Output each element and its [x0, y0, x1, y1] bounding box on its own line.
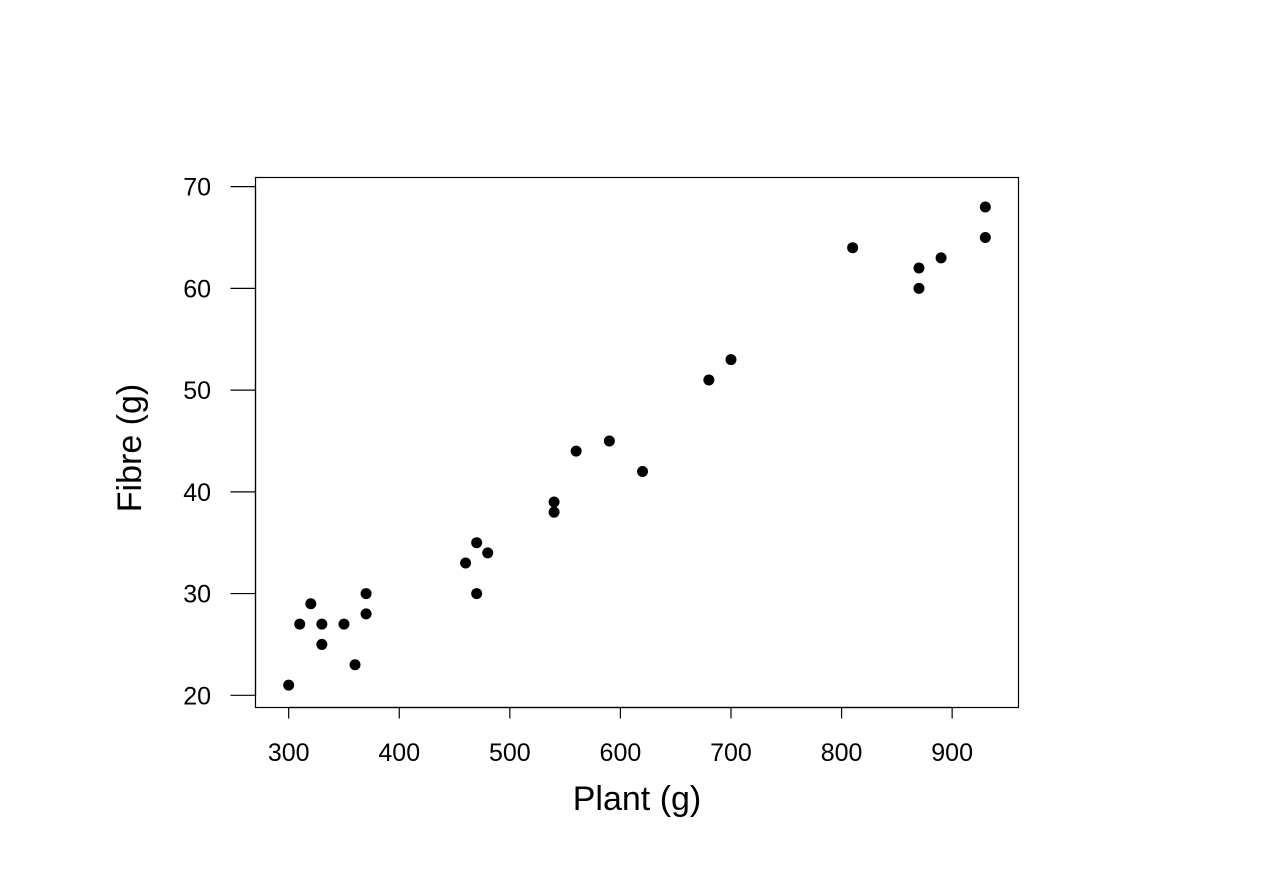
x-axis-title: Plant (g) — [573, 780, 702, 818]
y-axis-title: Fibre (g) — [111, 384, 149, 512]
x-tick-label: 900 — [931, 739, 973, 767]
data-points — [283, 201, 991, 691]
y-tick-label: 70 — [183, 174, 211, 202]
x-axis: 300 400 500 600 700 800 900 — [268, 706, 973, 767]
y-tick-label: 50 — [183, 377, 211, 405]
data-point — [847, 242, 859, 254]
data-point — [338, 618, 350, 630]
data-point — [703, 374, 715, 386]
y-axis: 20 30 40 50 60 70 — [183, 174, 257, 710]
y-tick-label: 20 — [183, 682, 211, 710]
data-point — [360, 608, 372, 620]
data-point — [460, 557, 472, 569]
data-point — [305, 598, 317, 610]
x-tick-label: 500 — [489, 739, 531, 767]
x-tick-label: 800 — [821, 739, 863, 767]
data-point — [913, 282, 925, 294]
data-point — [360, 588, 372, 600]
data-point — [548, 506, 560, 518]
data-point — [471, 537, 483, 549]
x-tick-label: 400 — [378, 739, 420, 767]
data-point — [548, 496, 560, 508]
x-tick-label: 600 — [600, 739, 642, 767]
data-point — [637, 465, 649, 477]
data-point — [316, 638, 328, 650]
data-point — [913, 262, 925, 274]
data-point — [603, 435, 615, 447]
plot-frame — [254, 176, 1020, 709]
y-tick-label: 60 — [183, 275, 211, 303]
data-point — [570, 445, 582, 457]
data-point — [979, 232, 991, 244]
y-tick-label: 30 — [183, 581, 211, 609]
data-point — [471, 588, 483, 600]
data-point — [482, 547, 494, 559]
x-tick-label: 300 — [268, 739, 310, 767]
y-tick-label: 40 — [183, 479, 211, 507]
data-point — [725, 354, 737, 366]
data-point — [979, 201, 991, 213]
data-point — [283, 679, 295, 691]
x-tick-label: 700 — [710, 739, 752, 767]
data-point — [294, 618, 306, 630]
data-point — [316, 618, 328, 630]
data-point — [935, 252, 947, 264]
data-point — [349, 659, 361, 671]
